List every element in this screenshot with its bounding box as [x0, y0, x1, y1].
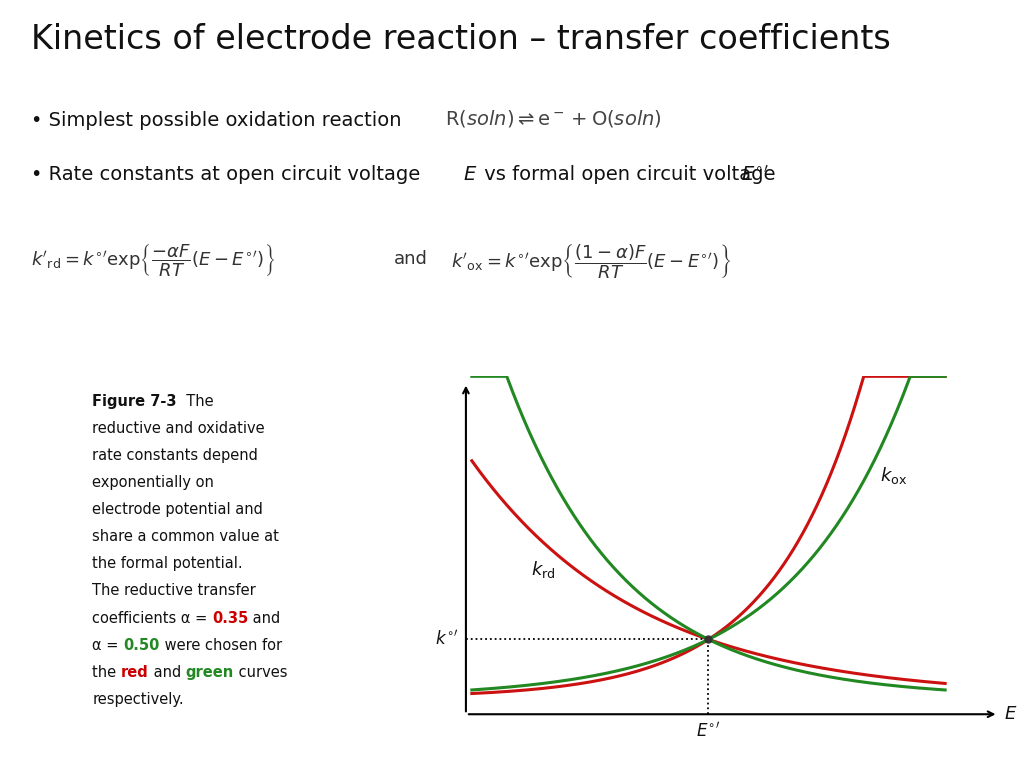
Text: The reductive transfer: The reductive transfer: [92, 584, 256, 598]
Text: the formal potential.: the formal potential.: [92, 556, 243, 571]
Text: $\mathrm{R}(\mathit{soln}) \rightleftharpoons \mathrm{e}^- + \mathrm{O}(\mathit{: $\mathrm{R}(\mathit{soln}) \rightlefthar…: [445, 108, 663, 128]
Text: $E$: $E$: [463, 165, 477, 184]
Text: $k^{\circ\prime}$: $k^{\circ\prime}$: [435, 630, 459, 649]
Text: curves: curves: [233, 664, 288, 680]
Text: reductive and oxidative: reductive and oxidative: [92, 421, 265, 436]
Text: respectively.: respectively.: [92, 692, 183, 707]
Text: 0.50: 0.50: [123, 637, 160, 653]
Text: $E$: $E$: [1005, 705, 1018, 723]
Text: coefficients α =: coefficients α =: [92, 611, 212, 626]
Text: green: green: [185, 664, 233, 680]
Text: electrode potential and: electrode potential and: [92, 502, 263, 517]
Text: Kinetics of electrode reaction – transfer coefficients: Kinetics of electrode reaction – transfe…: [31, 23, 891, 56]
Text: and: and: [148, 664, 185, 680]
Text: $E^{\circ\prime}$: $E^{\circ\prime}$: [696, 721, 721, 740]
Text: were chosen for: were chosen for: [160, 637, 282, 653]
Text: share a common value at: share a common value at: [92, 529, 279, 545]
Text: and: and: [394, 250, 428, 267]
Text: Figure 7-3: Figure 7-3: [92, 394, 177, 409]
Text: The: The: [177, 394, 213, 409]
Text: and: and: [248, 611, 281, 626]
Text: exponentially on: exponentially on: [92, 475, 214, 490]
Text: $k_{\mathrm{ox}}$: $k_{\mathrm{ox}}$: [880, 465, 907, 486]
Text: vs formal open circuit voltage: vs formal open circuit voltage: [478, 165, 782, 184]
Text: $E^{\circ\prime}$: $E^{\circ\prime}$: [741, 165, 769, 185]
Text: red: red: [121, 664, 148, 680]
Text: $k_{\mathrm{rd}}$: $k_{\mathrm{rd}}$: [531, 559, 556, 580]
Text: $k'_{\mathrm{rd}} = k^{\circ\prime}\exp\!\left\{\dfrac{-\alpha F}{RT}(E - E^{\ci: $k'_{\mathrm{rd}} = k^{\circ\prime}\exp\…: [31, 242, 274, 278]
Text: 0.35: 0.35: [212, 611, 248, 626]
Text: • Rate constants at open circuit voltage: • Rate constants at open circuit voltage: [31, 165, 426, 184]
Text: rate constants depend: rate constants depend: [92, 448, 258, 463]
Text: • Simplest possible oxidation reaction: • Simplest possible oxidation reaction: [31, 111, 401, 131]
Text: $k'_{\mathrm{ox}} = k^{\circ\prime}\exp\!\left\{\dfrac{(1-\alpha)F}{RT}(E - E^{\: $k'_{\mathrm{ox}} = k^{\circ\prime}\exp\…: [451, 242, 731, 280]
Text: α =: α =: [92, 637, 123, 653]
Text: the: the: [92, 664, 121, 680]
